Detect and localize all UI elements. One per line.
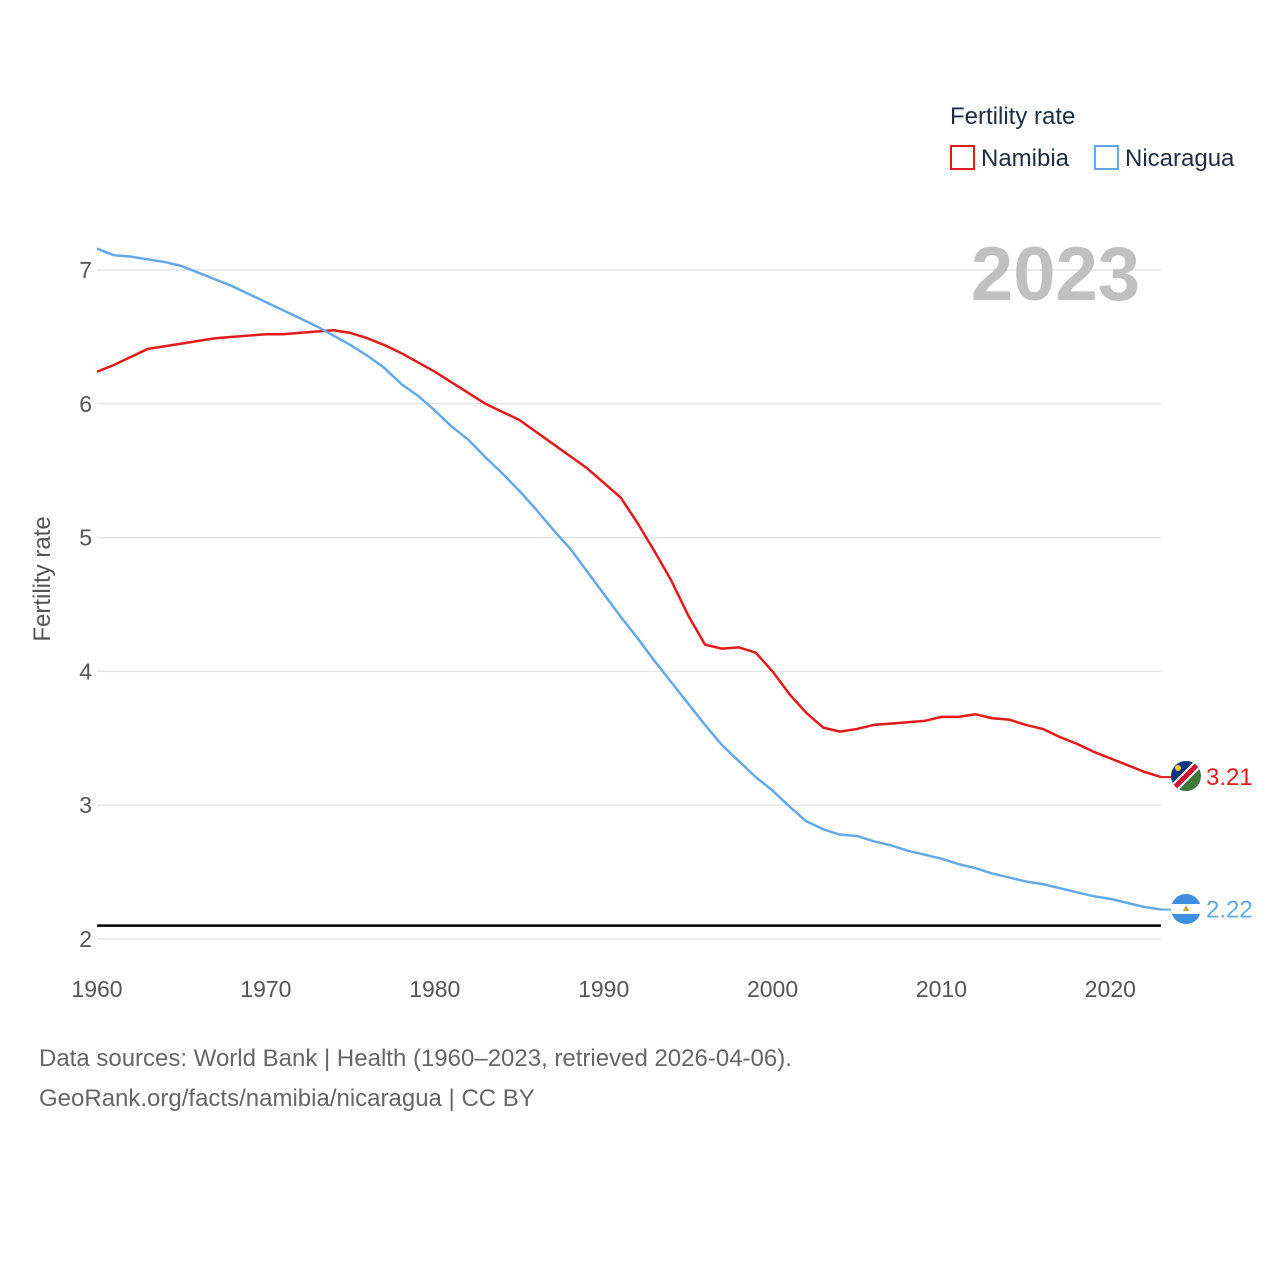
gridlines: [97, 269, 1161, 940]
year-label: 2023: [971, 232, 1140, 317]
series-namibia: 3.21: [96, 328, 1253, 791]
x-tick-label: 1990: [578, 976, 629, 1002]
x-tick-label: 1960: [71, 976, 122, 1002]
fertility-rate-chart: 2 3 4 5 6 7 1960 1970 1980 1990 2000 2010 2020 Fert…: [29, 103, 1253, 1002]
x-tick-label: 1970: [240, 976, 291, 1002]
source-line-1: Data sources: World Bank | Health (1960–…: [39, 1045, 792, 1072]
legend-swatch-nicaragua[interactable]: [1094, 145, 1119, 170]
legend-swatch-namibia[interactable]: [950, 145, 975, 170]
series-layer: 3.21 2.22: [96, 247, 1253, 924]
x-tick-label: 2020: [1085, 976, 1136, 1002]
y-axis-ticks: 2 3 4 5 6 7: [79, 257, 92, 952]
legend-label-namibia[interactable]: Namibia: [981, 145, 1070, 172]
legend-label-nicaragua[interactable]: Nicaragua: [1125, 145, 1235, 172]
end-value-label-namibia: 3.21: [1206, 764, 1253, 791]
y-tick-label: 6: [79, 391, 92, 417]
series-line-namibia[interactable]: [96, 328, 1162, 779]
source-line-2: GeoRank.org/facts/namibia/nicaragua | CC…: [39, 1085, 535, 1112]
legend-title: Fertility rate: [950, 103, 1075, 130]
x-tick-label: 2010: [916, 976, 967, 1002]
y-tick-label: 7: [79, 257, 92, 283]
nicaragua-flag: [1171, 894, 1201, 924]
x-tick-label: 1980: [409, 976, 460, 1002]
y-tick-label: 5: [79, 525, 92, 551]
x-tick-label: 2000: [747, 976, 798, 1002]
series-line-nicaragua[interactable]: [96, 247, 1162, 911]
end-value-label-nicaragua: 2.22: [1206, 897, 1253, 924]
namibia-flag: [1171, 761, 1201, 791]
x-axis-ticks: 1960 1970 1980 1990 2000 2010 2020: [71, 976, 1136, 1002]
y-axis-title: Fertility rate: [29, 516, 56, 641]
y-tick-label: 4: [79, 658, 92, 684]
y-tick-label: 3: [79, 792, 92, 818]
legend: Fertility rate Namibia Nicaragua: [950, 103, 1235, 172]
y-tick-label: 2: [79, 926, 92, 952]
series-nicaragua: 2.22: [96, 247, 1253, 924]
